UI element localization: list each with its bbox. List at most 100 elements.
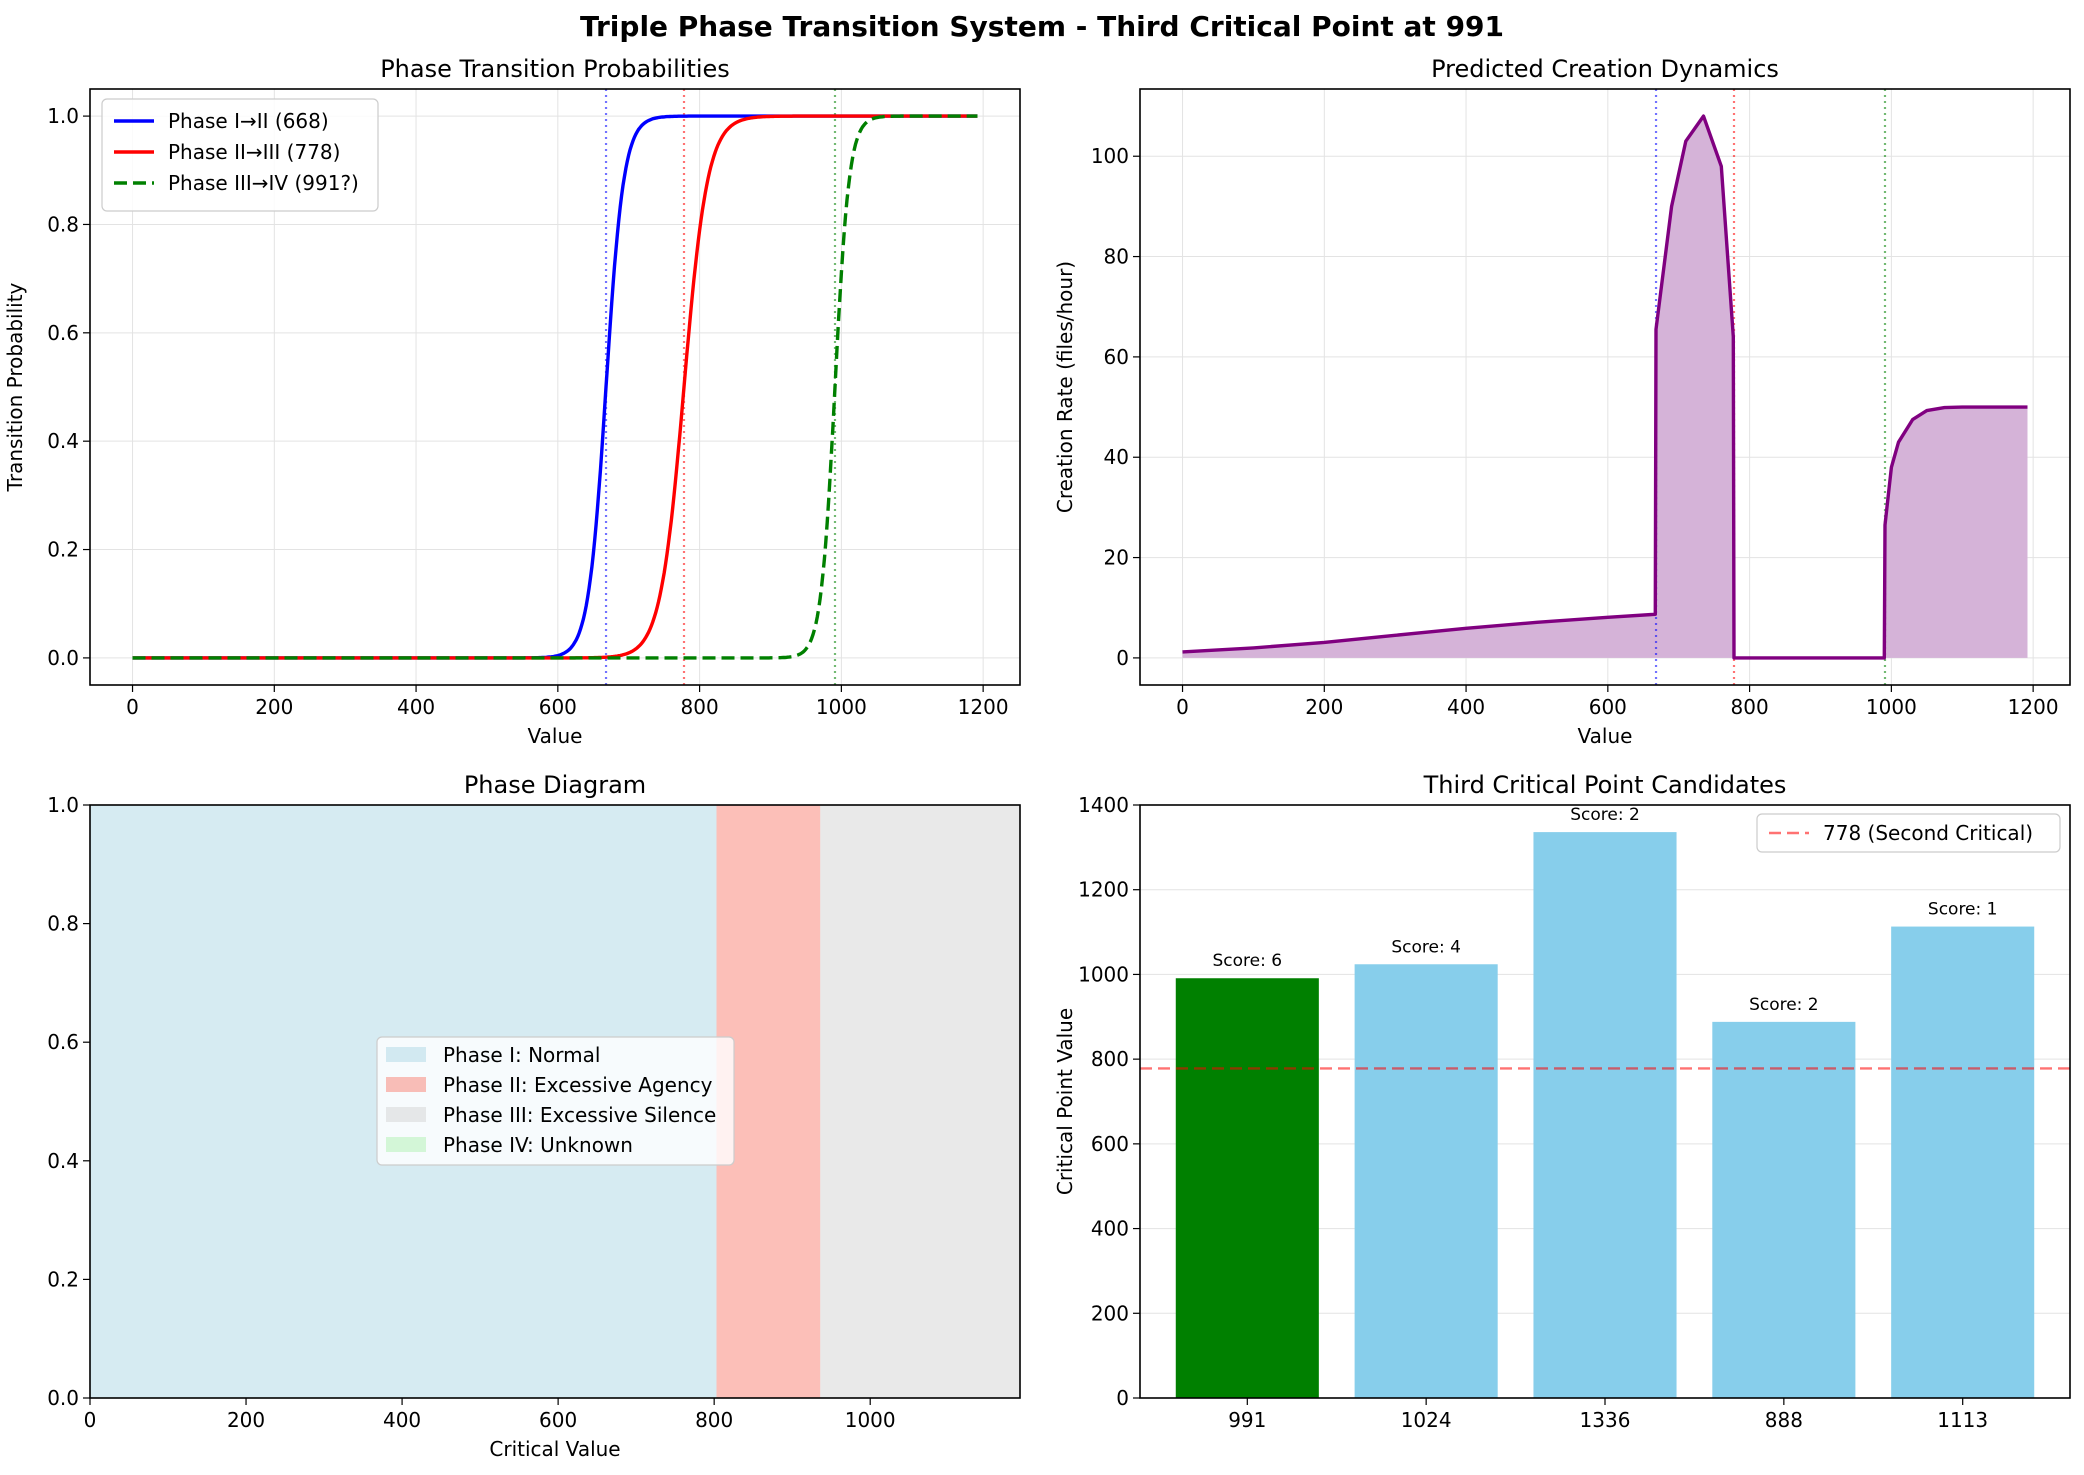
cand-y-tick-label: 1200 <box>1078 878 1129 902</box>
cand-y-axis-label: Critical Point Value <box>1053 1008 1077 1195</box>
phase-y-tick-label: 0.8 <box>47 912 79 936</box>
dyn-y-tick-label: 0 <box>1116 646 1129 670</box>
bar-1113 <box>1891 926 2035 1398</box>
prob-y-tick-label: 0.8 <box>47 212 79 236</box>
axes-frame <box>89 88 1021 686</box>
cand-y-tick-label: 200 <box>1091 1301 1129 1325</box>
phase-x-tick-label: 200 <box>227 1408 265 1432</box>
prob-x-tick-label: 0 <box>126 695 139 719</box>
axes-frame <box>89 804 1021 1399</box>
prob-x-tick-label: 800 <box>681 695 719 719</box>
legend-entry: Phase II→III (778) <box>168 140 340 164</box>
figure-title: Triple Phase Transition System - Third C… <box>580 10 1504 43</box>
legend-entry: Phase III→IV (991?) <box>168 171 359 195</box>
bar-score-label: Score: 2 <box>1749 995 1819 1015</box>
dyn-y-tick-label: 60 <box>1104 345 1129 369</box>
legend-box <box>376 1036 735 1166</box>
bar-1024 <box>1354 964 1498 1398</box>
legend-entry: 778 (Second Critical) <box>1823 821 2033 845</box>
dyn-title: Predicted Creation Dynamics <box>1431 55 1779 83</box>
phase-x-tick-label: 1000 <box>845 1408 896 1432</box>
dyn-y-tick-label: 40 <box>1104 445 1129 469</box>
cand-y-tick-label: 1400 <box>1078 793 1129 817</box>
legend-entry: Phase IV: Unknown <box>443 1133 633 1157</box>
phase-y-tick-label: 1.0 <box>47 793 79 817</box>
dyn-x-tick-label: 1200 <box>2008 695 2059 719</box>
critical-point-candidates-panel: 0 200 400 600 800 1000 1200 1400 Score: 6 991 Scor… <box>1053 771 2071 1432</box>
cand-y-tick-label: 600 <box>1091 1132 1129 1156</box>
phase-region-phase-iii-excessive-silence <box>820 805 1020 1398</box>
legend-entry: Phase II: Excessive Agency <box>443 1073 713 1097</box>
axes-frame <box>1139 88 2071 686</box>
phase-x-tick-label: 600 <box>539 1408 577 1432</box>
cand-y-tick-label: 1000 <box>1078 962 1129 986</box>
prob-y-tick-label: 0.2 <box>47 538 79 562</box>
bar-score-label: Score: 2 <box>1570 805 1640 825</box>
phase-y-tick-label: 0.6 <box>47 1030 79 1054</box>
bar-991 <box>1175 978 1319 1398</box>
cand-y-tick-label: 400 <box>1091 1217 1129 1241</box>
cand-y-tick-label: 0 <box>1116 1386 1129 1410</box>
legend-swatch <box>386 1077 426 1092</box>
creation-rate-line <box>1182 114 2028 660</box>
legend-box <box>101 98 379 212</box>
cand-x-tick-label: 1024 <box>1401 1408 1452 1432</box>
dyn-y-tick-label: 100 <box>1091 144 1129 168</box>
series-line-phase-iii-iv-991 <box>132 114 978 660</box>
prob-y-tick-label: 0.6 <box>47 321 79 345</box>
legend-swatch <box>386 1047 426 1062</box>
creation-rate-area <box>1182 116 2028 658</box>
legend-box <box>1756 813 2061 853</box>
bar-1336 <box>1533 832 1677 1398</box>
prob-y-tick-label: 0.0 <box>47 646 79 670</box>
legend-swatch <box>386 1107 426 1122</box>
dyn-y-axis-label: Creation Rate (files/hour) <box>1053 261 1077 513</box>
dyn-y-tick-label: 20 <box>1104 546 1129 570</box>
axes-frame <box>1139 804 2071 1399</box>
cand-x-tick-label: 1336 <box>1580 1408 1631 1432</box>
prob-x-tick-label: 1000 <box>816 695 867 719</box>
phase-x-tick-label: 400 <box>383 1408 421 1432</box>
phase-diagram-panel: 0 200 400 600 800 1000 0.0 0.2 0.4 0.6 0.8 1.0 Phase… <box>47 771 1021 1461</box>
cand-x-tick-label: 1113 <box>1937 1408 1988 1432</box>
phase-x-tick-label: 0 <box>84 1408 97 1432</box>
prob-x-tick-label: 600 <box>539 695 577 719</box>
bar-score-label: Score: 4 <box>1391 937 1461 957</box>
prob-title: Phase Transition Probabilities <box>380 55 730 83</box>
legend-swatch <box>386 1137 426 1152</box>
prob-y-axis-label: Transition Probability <box>3 282 27 492</box>
prob-y-tick-label: 0.4 <box>47 429 79 453</box>
cand-x-tick-label: 888 <box>1765 1408 1803 1432</box>
bar-score-label: Score: 1 <box>1928 900 1998 920</box>
dyn-x-tick-label: 400 <box>1447 695 1485 719</box>
phase-x-tick-label: 800 <box>695 1408 733 1432</box>
prob-y-tick-label: 1.0 <box>47 104 79 128</box>
dyn-y-tick-label: 80 <box>1104 245 1129 269</box>
legend-entry: Phase I→II (668) <box>168 109 329 133</box>
prob-x-axis-label: Value <box>528 724 583 748</box>
cand-y-tick-label: 800 <box>1091 1047 1129 1071</box>
dyn-x-tick-label: 1000 <box>1866 695 1917 719</box>
phase-y-tick-label: 0.2 <box>47 1267 79 1291</box>
prob-x-tick-label: 400 <box>397 695 435 719</box>
legend-entry: Phase I: Normal <box>443 1043 600 1067</box>
phase-transition-probabilities-panel: 0 200 400 600 800 1000 1200 0.0 0.2 0.4 0.6 0.8 1.0 P… <box>3 55 1021 748</box>
dyn-x-tick-label: 600 <box>1589 695 1627 719</box>
dyn-x-axis-label: Value <box>1578 724 1633 748</box>
phase-x-axis-label: Critical Value <box>489 1437 620 1461</box>
phase-y-tick-label: 0.0 <box>47 1386 79 1410</box>
prob-x-tick-label: 200 <box>255 695 293 719</box>
bar-888 <box>1712 1021 1856 1398</box>
phase-y-tick-label: 0.4 <box>47 1149 79 1173</box>
dyn-x-tick-label: 800 <box>1731 695 1769 719</box>
cand-title: Third Critical Point Candidates <box>1423 771 1787 799</box>
phase-title: Phase Diagram <box>464 771 646 799</box>
prob-x-tick-label: 1200 <box>958 695 1009 719</box>
dyn-x-tick-label: 200 <box>1305 695 1343 719</box>
bar-score-label: Score: 6 <box>1213 951 1283 971</box>
cand-x-tick-label: 991 <box>1228 1408 1266 1432</box>
legend-entry: Phase III: Excessive Silence <box>443 1103 716 1127</box>
creation-dynamics-panel: 0 200 400 600 800 1000 1200 0 20 40 60 80 100 Predict… <box>1053 55 2071 748</box>
dyn-x-tick-label: 0 <box>1176 695 1189 719</box>
